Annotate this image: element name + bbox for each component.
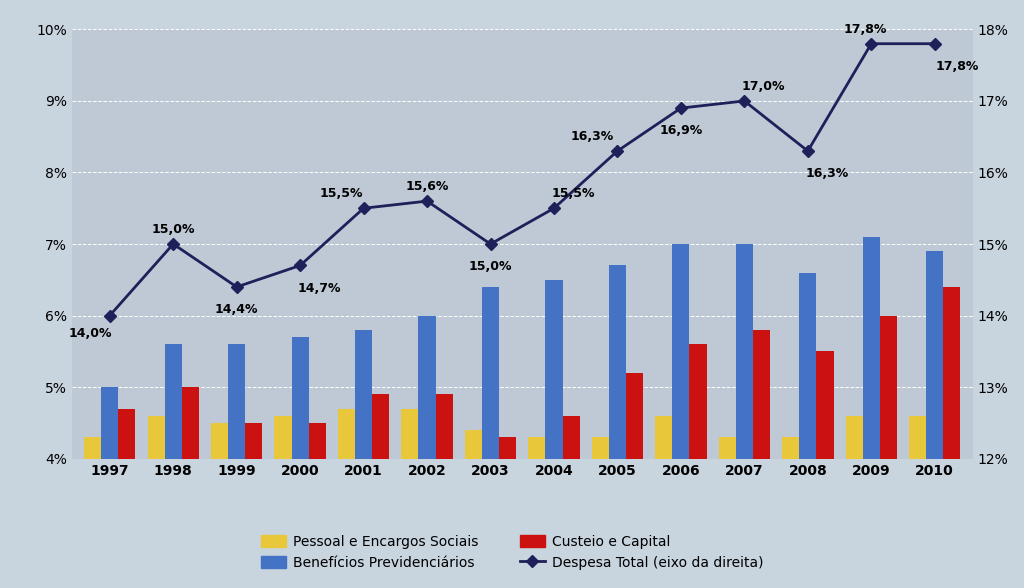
Bar: [211, 423, 228, 588]
Bar: [609, 266, 626, 588]
Bar: [274, 416, 292, 588]
Bar: [147, 416, 165, 588]
Bar: [528, 437, 546, 588]
Text: 15,0%: 15,0%: [152, 223, 195, 236]
Bar: [165, 344, 182, 588]
Bar: [816, 351, 834, 588]
Text: 14,4%: 14,4%: [215, 303, 258, 316]
Text: 14,0%: 14,0%: [69, 327, 113, 340]
Bar: [736, 244, 753, 588]
Bar: [846, 416, 862, 588]
Bar: [800, 273, 816, 588]
Bar: [372, 394, 389, 588]
Bar: [245, 423, 262, 588]
Bar: [626, 373, 643, 588]
Text: 16,9%: 16,9%: [659, 125, 702, 138]
Bar: [338, 409, 355, 588]
Bar: [862, 237, 880, 588]
Text: 15,6%: 15,6%: [406, 181, 449, 193]
Text: 15,0%: 15,0%: [469, 260, 512, 273]
Text: 17,0%: 17,0%: [741, 80, 785, 93]
Bar: [719, 437, 736, 588]
Bar: [308, 423, 326, 588]
Bar: [782, 437, 800, 588]
Text: 16,3%: 16,3%: [570, 130, 613, 143]
Text: 17,8%: 17,8%: [843, 23, 887, 36]
Text: 14,7%: 14,7%: [297, 282, 341, 295]
Bar: [355, 330, 372, 588]
Bar: [182, 387, 199, 588]
Bar: [482, 287, 499, 588]
Bar: [943, 287, 961, 588]
Bar: [689, 344, 707, 588]
Text: 17,8%: 17,8%: [935, 60, 979, 73]
Bar: [655, 416, 673, 588]
Bar: [84, 437, 101, 588]
Bar: [753, 330, 770, 588]
Bar: [499, 437, 516, 588]
Bar: [909, 416, 926, 588]
Bar: [401, 409, 419, 588]
Bar: [101, 387, 119, 588]
Bar: [419, 316, 435, 588]
Legend: Pessoal e Encargos Sociais, Benefícios Previdenciários, Custeio e Capital, Despe: Pessoal e Encargos Sociais, Benefícios P…: [255, 529, 769, 575]
Bar: [119, 409, 135, 588]
Bar: [562, 416, 580, 588]
Bar: [465, 430, 482, 588]
Text: 15,5%: 15,5%: [319, 188, 364, 201]
Text: 16,3%: 16,3%: [805, 168, 849, 181]
Bar: [546, 280, 562, 588]
Bar: [592, 437, 609, 588]
Bar: [880, 316, 897, 588]
Bar: [926, 251, 943, 588]
Bar: [673, 244, 689, 588]
Text: 15,5%: 15,5%: [551, 188, 595, 201]
Bar: [292, 337, 308, 588]
Bar: [228, 344, 245, 588]
Bar: [435, 394, 453, 588]
